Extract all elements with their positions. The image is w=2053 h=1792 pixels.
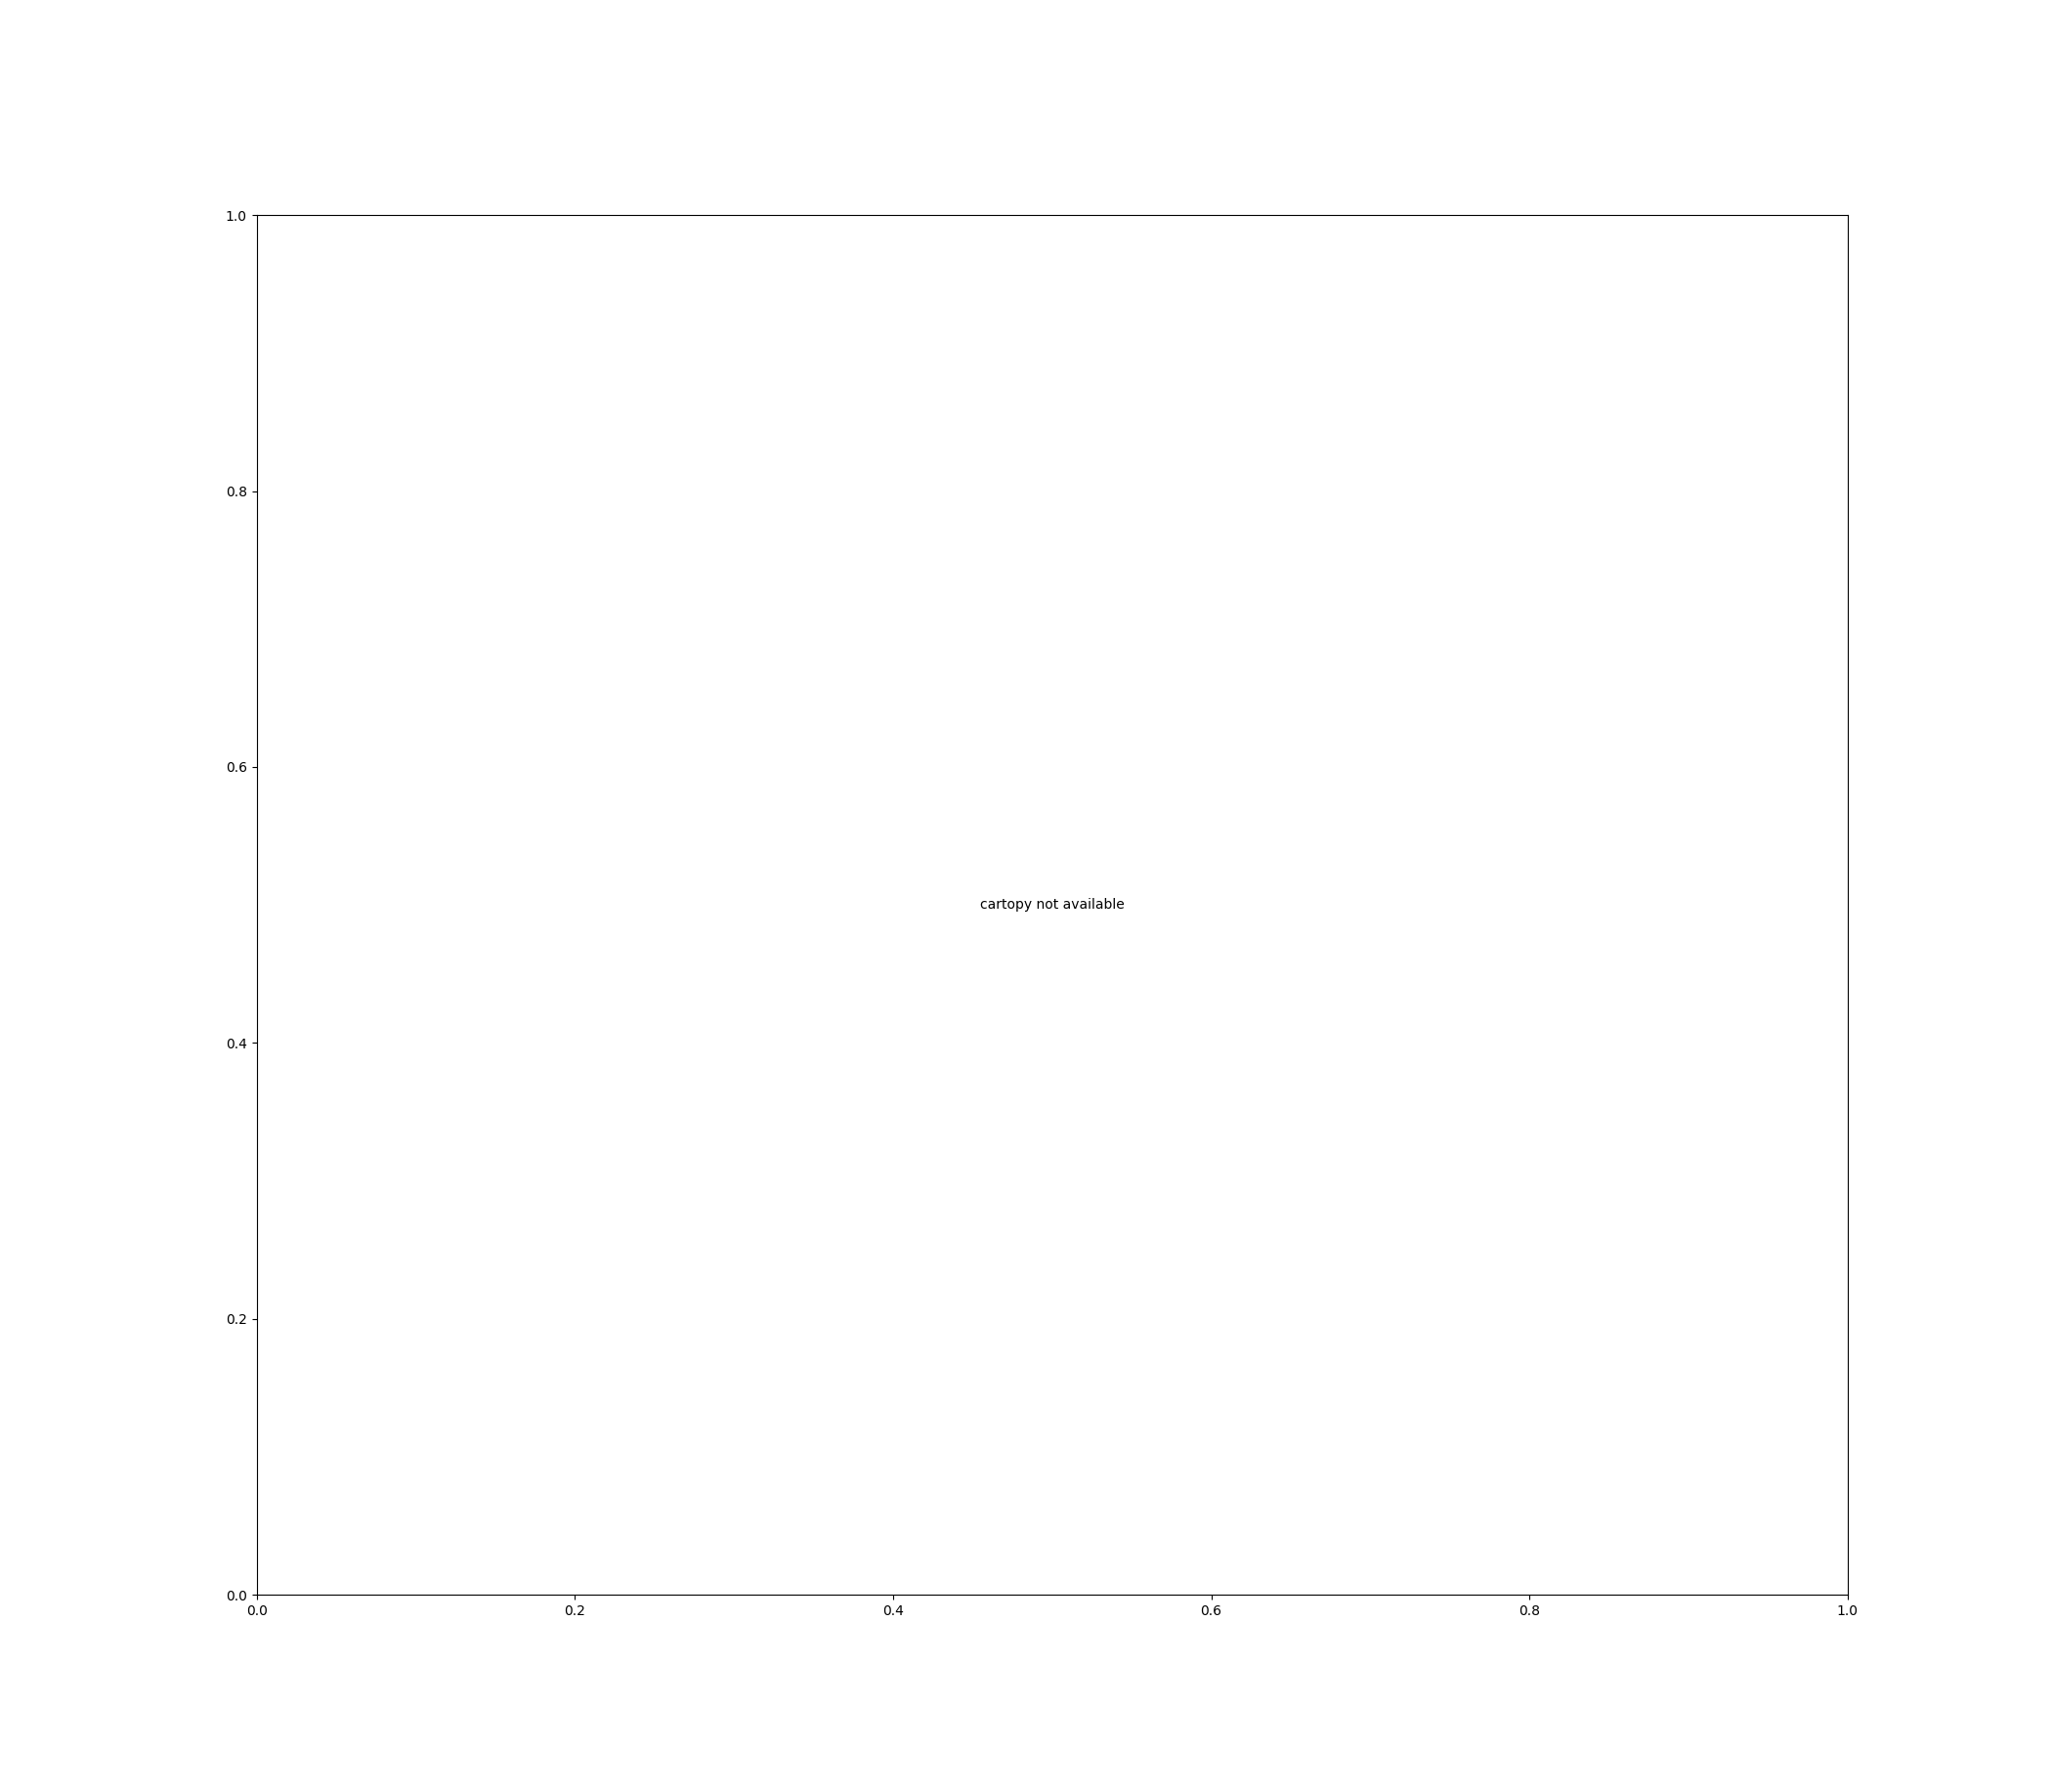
Text: cartopy not available: cartopy not available — [979, 898, 1125, 912]
